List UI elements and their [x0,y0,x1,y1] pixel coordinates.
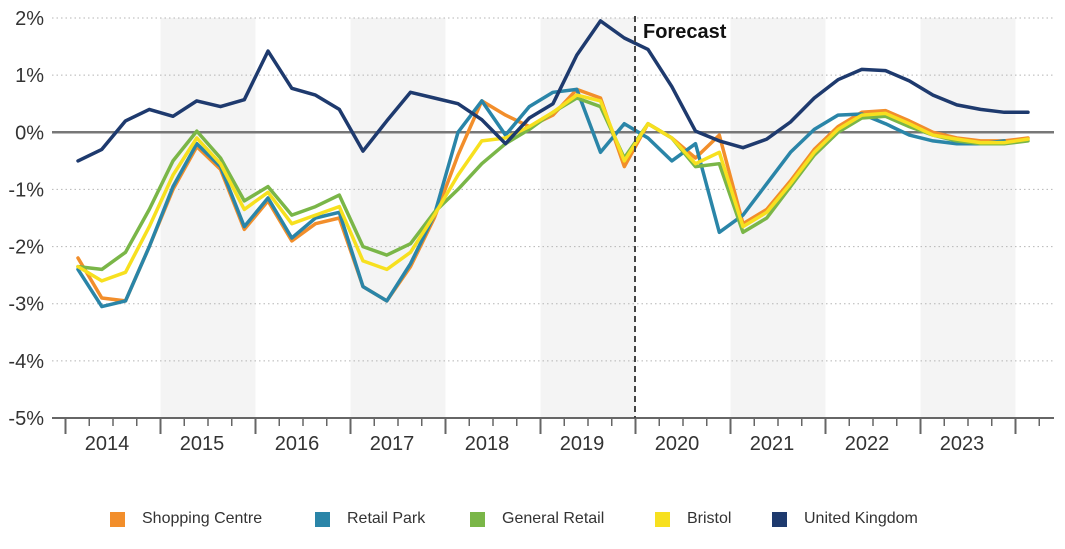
series-line-retail-park [76,87,1007,309]
x-tick-label-2017: 2017 [370,433,415,455]
legend-item-general-retail: General Retail [470,510,604,528]
legend-item-retail-park: Retail Park [315,510,425,528]
x-axis [52,417,1054,434]
year-band-2021 [730,18,826,418]
x-tick-label-2022: 2022 [845,433,890,455]
x-tick-label-2015: 2015 [180,433,225,455]
legend-swatch [772,511,787,527]
y-tick-label: 0% [15,122,44,144]
legend-swatch [655,511,670,527]
x-tick-label-2023: 2023 [940,433,985,455]
x-tick-label-2018: 2018 [465,433,510,455]
line-chart: 2%1%0%-1%-2%-3%-4%-5% 2014 2015 2016 2017 20… [8,8,1054,455]
legend-label: Retail Park [347,510,426,527]
series-line-bristol [76,93,1030,283]
year-band-2019 [540,18,636,418]
series-lines [76,19,1030,309]
series-line-united-kingdom [76,19,1030,163]
legend-label: Shopping Centre [142,510,263,527]
gridlines [52,17,1054,362]
y-tick-label: -5% [8,408,44,430]
x-tick-label-2014: 2014 [85,433,130,455]
x-tick-label-2021: 2021 [750,433,795,455]
y-tick-label: -4% [8,351,44,373]
legend-swatch [315,511,330,527]
x-tick-label-2020: 2020 [655,433,700,455]
y-axis-labels: 2% 1% 0% -1% -2% -3% -4% -5% [8,8,44,430]
legend-label: Bristol [687,510,732,527]
y-tick-label: -2% [8,237,44,259]
legend-swatch [110,511,125,527]
legend-item-shopping-centre: Shopping Centre [110,510,262,528]
y-tick-label: -1% [8,179,44,201]
forecast-marker: Forecast [634,16,727,418]
y-tick-label: 2% [15,8,44,30]
x-axis-labels: 2014 2015 2016 2017 2018 2019 2020 2021 2022 2023 [85,433,985,455]
y-tick-label: -3% [8,294,44,316]
y-tick-label: 1% [15,65,44,87]
legend-label: General Retail [502,510,605,527]
x-tick-label-2016: 2016 [275,433,320,455]
year-band-2023 [920,18,1016,418]
forecast-label: Forecast [643,21,727,43]
x-tick-label-2019: 2019 [560,433,605,455]
legend-item-bristol: Bristol [655,510,731,528]
legend-item-united-kingdom: United Kingdom [772,510,918,528]
legend-swatch [470,511,485,527]
chart-legend: Shopping Centre Retail Park General Retail… [0,510,1065,538]
legend-label: United Kingdom [804,510,918,527]
